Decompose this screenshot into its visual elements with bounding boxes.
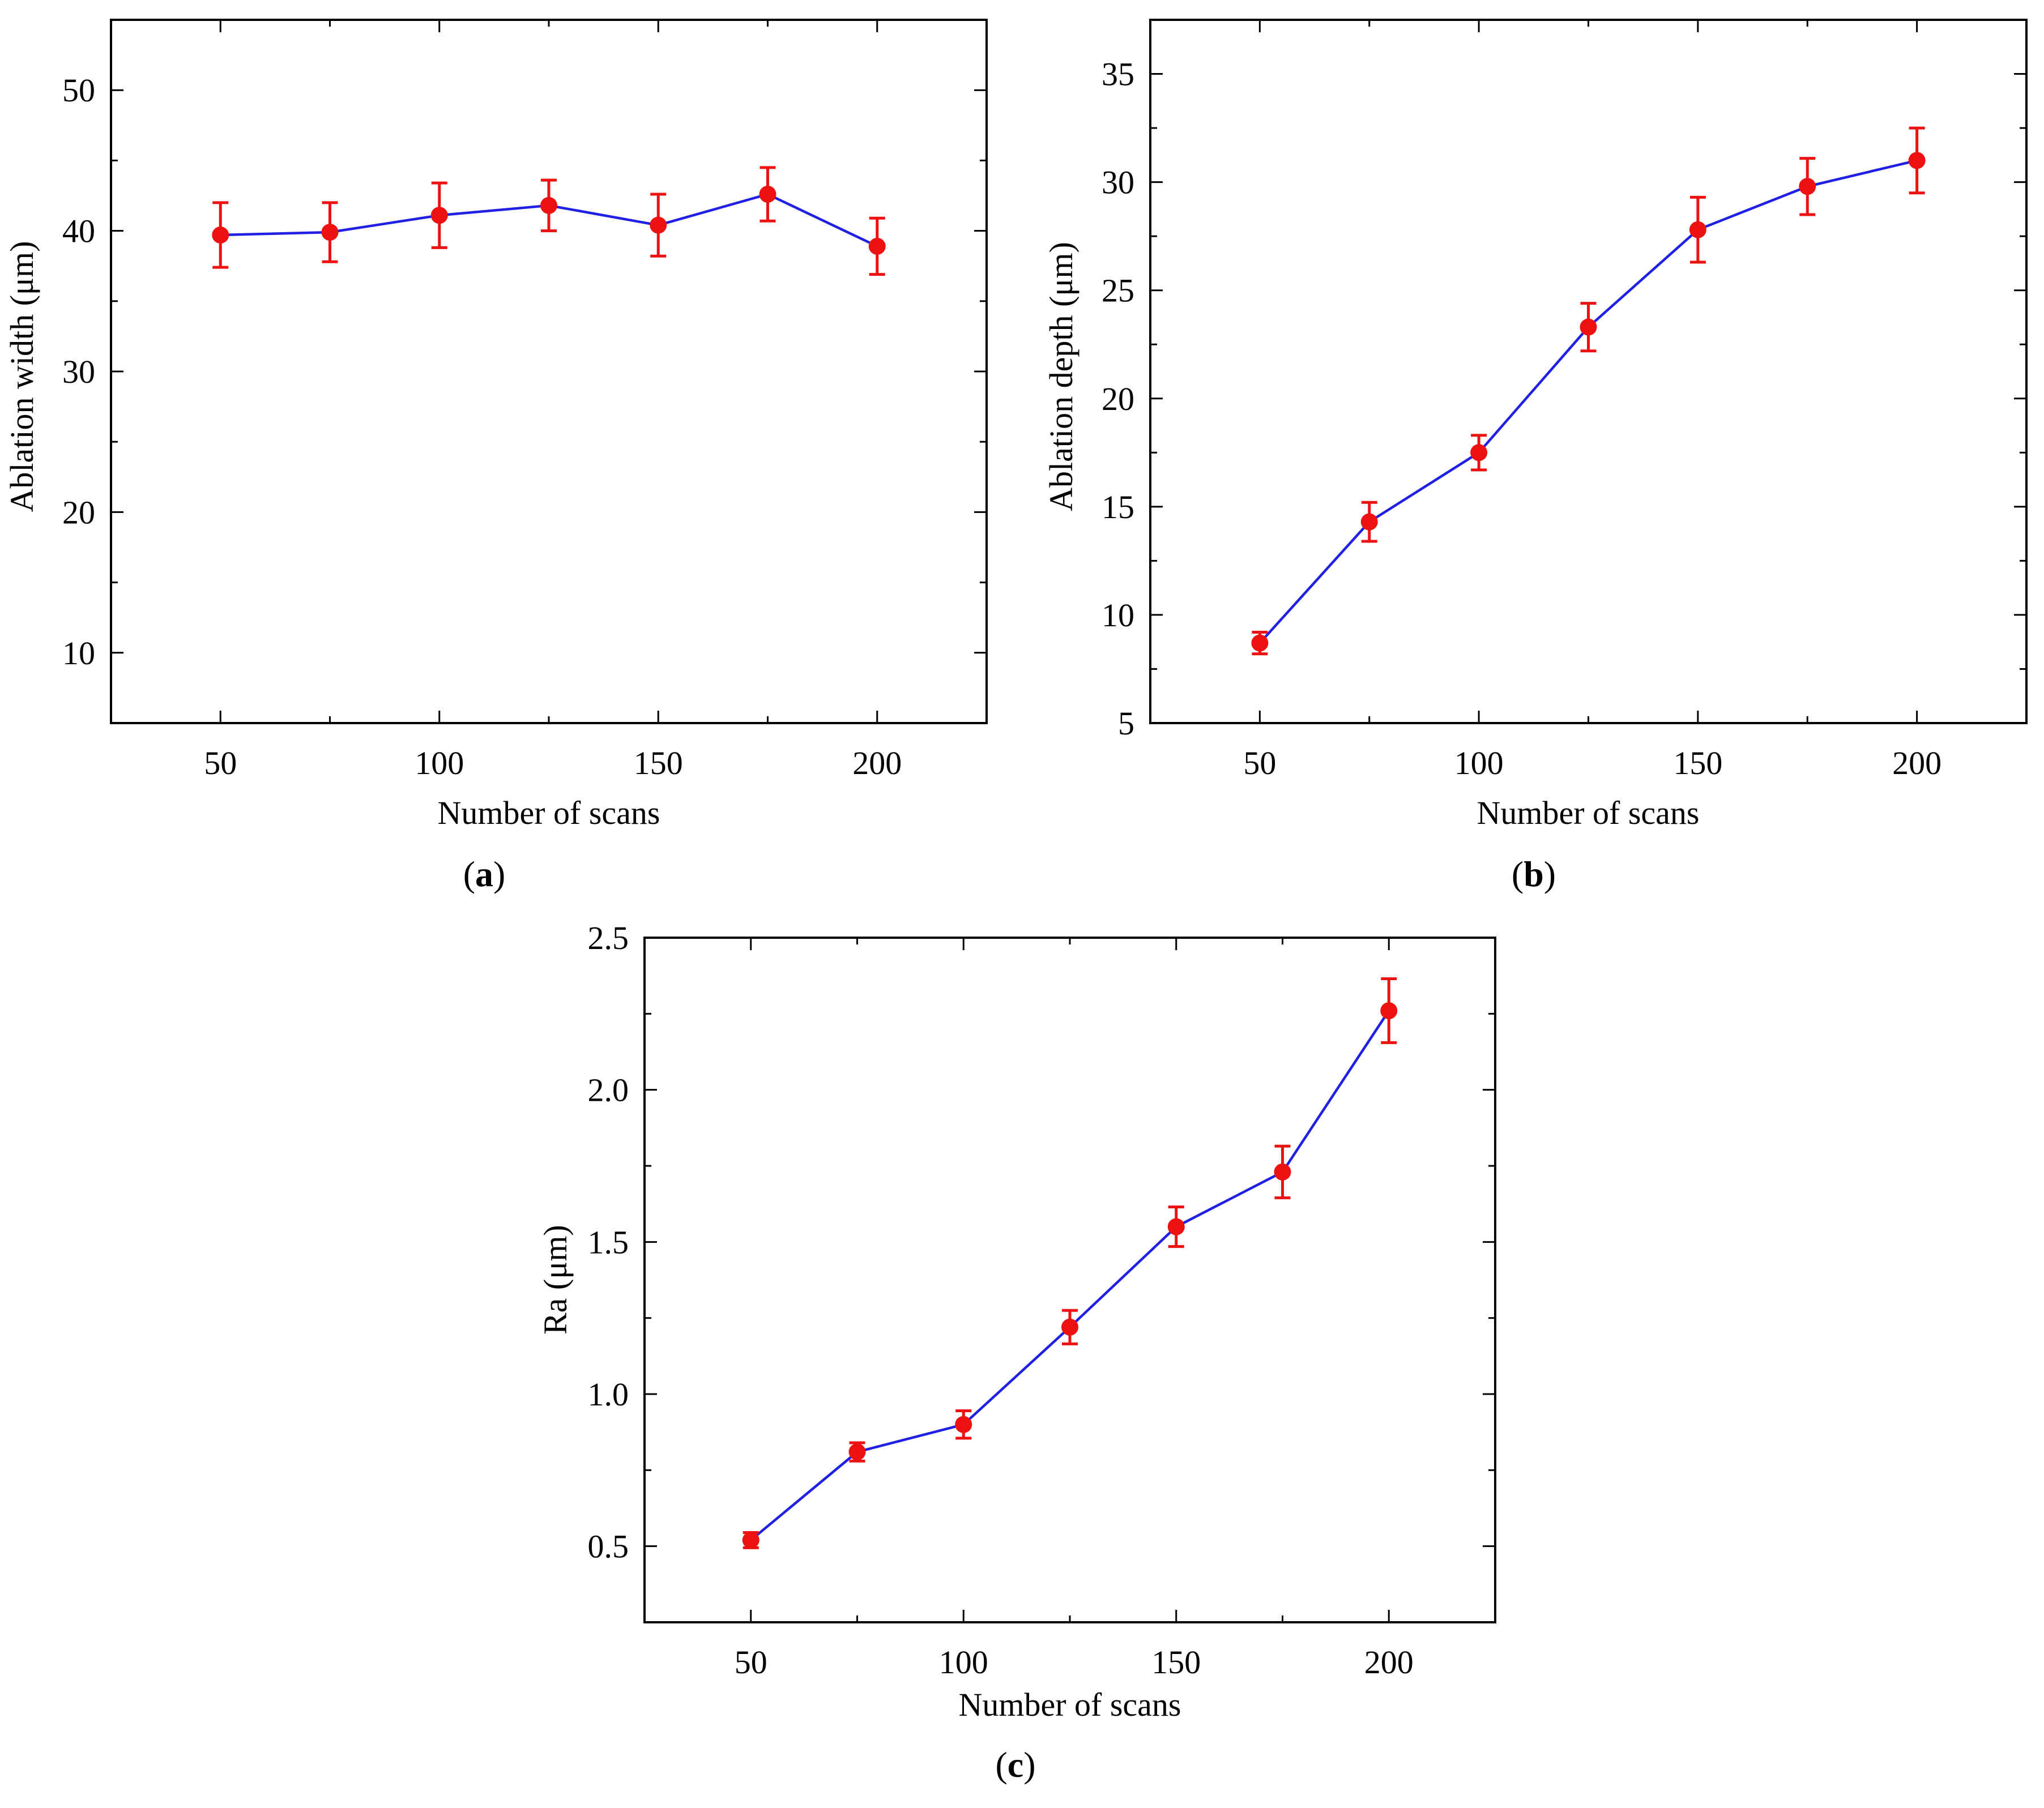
data-point xyxy=(1251,634,1269,652)
axis-ticks xyxy=(645,937,1495,1622)
y-tick-label: 1.0 xyxy=(588,1376,629,1413)
x-axis-label: Number of scans xyxy=(958,1686,1181,1723)
data-point xyxy=(1167,1218,1185,1236)
panel-label: (b) xyxy=(1512,854,1556,894)
data-point xyxy=(212,226,229,244)
data-point xyxy=(1799,178,1816,195)
data-point xyxy=(868,237,886,255)
y-tick-label: 15 xyxy=(1102,489,1134,525)
data-point xyxy=(1470,444,1488,461)
x-axis-label: Number of scans xyxy=(1477,794,1699,831)
panel-label: (c) xyxy=(995,1745,1035,1785)
data-point xyxy=(742,1531,759,1549)
axis-ticks xyxy=(1150,20,2026,724)
y-tick-label: 35 xyxy=(1102,56,1134,93)
y-tick-label: 20 xyxy=(62,494,95,531)
data-point xyxy=(321,224,339,241)
y-tick-label: 40 xyxy=(62,213,95,250)
panel-label-letter: b xyxy=(1524,854,1544,894)
data-marks xyxy=(212,166,886,276)
y-tick-label: 20 xyxy=(1102,381,1134,417)
data-point xyxy=(1380,1002,1398,1019)
x-tick-label: 200 xyxy=(1892,745,1941,781)
panel-label: (a) xyxy=(463,854,506,894)
tick-labels: 50 100 150 200 5 10 15 20 25 30 35 xyxy=(1102,56,1941,781)
data-marks xyxy=(742,977,1398,1549)
x-tick-label: 100 xyxy=(415,745,464,781)
y-tick-label: 2.0 xyxy=(588,1072,629,1109)
y-axis-label: Ra (μm) xyxy=(537,1225,574,1335)
panel-c: 50 100 150 200 0.5 1.0 1.5 2.0 2.5 Number of sca… xyxy=(537,920,1496,1785)
y-tick-label: 50 xyxy=(62,72,95,109)
data-point xyxy=(955,1416,972,1433)
x-tick-label: 100 xyxy=(1454,745,1504,781)
data-point xyxy=(540,196,557,214)
y-tick-label: 10 xyxy=(1102,597,1134,634)
x-tick-label: 50 xyxy=(735,1644,767,1681)
panel-a: 50 100 150 200 10 20 30 40 50 Number of scans Ab… xyxy=(3,19,988,894)
axis-ticks xyxy=(111,20,987,723)
panel-label-letter: c xyxy=(1008,1745,1023,1785)
tick-labels: 50 100 150 200 10 20 30 40 50 xyxy=(62,72,902,781)
y-tick-label: 25 xyxy=(1102,272,1134,309)
x-tick-label: 150 xyxy=(1151,1644,1201,1681)
y-tick-label: 5 xyxy=(1118,705,1134,742)
data-point xyxy=(1908,152,1926,169)
x-tick-label: 150 xyxy=(1673,745,1722,781)
y-tick-label: 30 xyxy=(1102,164,1134,201)
x-tick-label: 200 xyxy=(1364,1644,1414,1681)
y-axis-label: Ablation width (μm) xyxy=(3,241,40,512)
data-point xyxy=(650,216,667,234)
panel-label-letter: a xyxy=(475,854,493,894)
data-point xyxy=(1061,1318,1078,1336)
data-point xyxy=(1689,221,1706,238)
y-tick-label: 10 xyxy=(62,635,95,672)
data-point xyxy=(430,207,448,224)
x-tick-label: 50 xyxy=(1243,745,1276,781)
y-tick-label: 2.5 xyxy=(588,920,629,956)
data-marks xyxy=(1251,126,1926,656)
data-point xyxy=(759,186,776,203)
data-point xyxy=(1274,1163,1291,1181)
x-axis-label: Number of scans xyxy=(437,794,660,831)
y-axis-label: Ablation depth (μm) xyxy=(1043,242,1079,511)
panel-b: 50 100 150 200 5 10 15 20 25 30 35 Number of scans… xyxy=(1043,19,2028,894)
y-tick-label: 1.5 xyxy=(588,1224,629,1260)
tick-labels: 50 100 150 200 0.5 1.0 1.5 2.0 2.5 xyxy=(588,920,1414,1681)
x-tick-label: 150 xyxy=(634,745,683,781)
x-tick-label: 100 xyxy=(939,1644,988,1681)
x-tick-label: 50 xyxy=(204,745,237,781)
data-point xyxy=(1360,513,1378,531)
data-point xyxy=(1580,318,1597,336)
data-point xyxy=(848,1443,866,1461)
y-tick-label: 30 xyxy=(62,353,95,390)
y-tick-label: 0.5 xyxy=(588,1528,629,1565)
x-tick-label: 200 xyxy=(852,745,902,781)
